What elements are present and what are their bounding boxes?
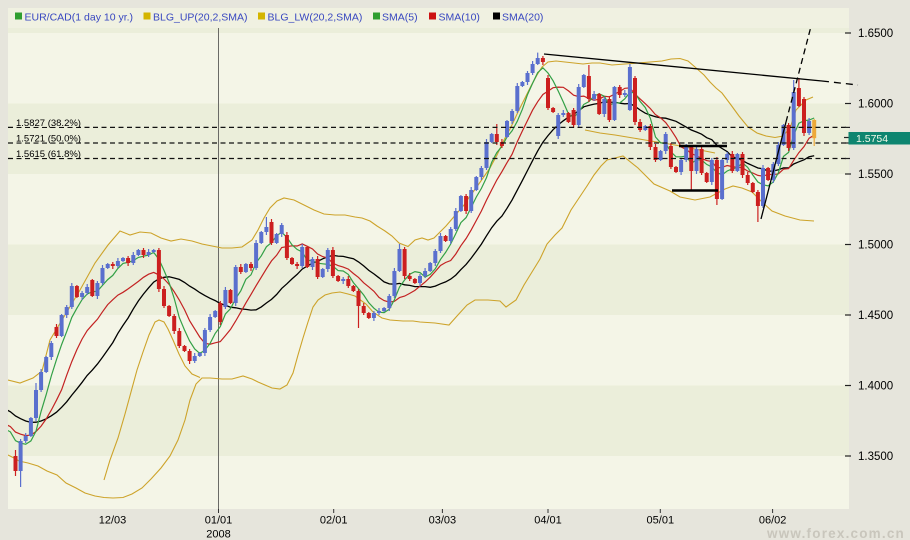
svg-text:EUR/CAD(1 day 10 yr.): EUR/CAD(1 day 10 yr.) [25,12,134,24]
svg-text:SMA(20): SMA(20) [502,12,543,24]
svg-text:SMA(10): SMA(10) [439,12,480,24]
svg-text:BLG_LW(20,2,SMA): BLG_LW(20,2,SMA) [268,12,363,24]
svg-text:03/03: 03/03 [429,515,457,527]
svg-text:02/01: 02/01 [320,515,348,527]
svg-text:1.6000: 1.6000 [858,99,893,111]
svg-text:06/02: 06/02 [759,515,787,527]
svg-text:1.4000: 1.4000 [858,381,893,393]
svg-text:1.4500: 1.4500 [858,310,893,322]
svg-text:SMA(5): SMA(5) [382,12,418,24]
svg-text:1.3500: 1.3500 [858,451,893,463]
svg-text:1.5000: 1.5000 [858,240,893,252]
svg-text:01/01: 01/01 [205,515,233,527]
svg-text:1.5615 (61.8%): 1.5615 (61.8%) [16,149,81,160]
svg-text:1.5754: 1.5754 [856,133,888,145]
svg-text:1.5721 (50.0%): 1.5721 (50.0%) [16,134,81,145]
svg-text:05/01: 05/01 [647,515,675,527]
svg-text:1.5500: 1.5500 [858,169,893,181]
svg-text:2008: 2008 [206,529,230,540]
svg-text:BLG_UP(20,2,SMA): BLG_UP(20,2,SMA) [153,12,248,24]
svg-text:1.6500: 1.6500 [858,28,893,40]
svg-text:1.5827 (38.2%): 1.5827 (38.2%) [16,118,81,129]
svg-text:04/01: 04/01 [534,515,562,527]
svg-text:www.forex.com.cn: www.forex.com.cn [766,526,905,540]
svg-text:12/03: 12/03 [99,515,127,527]
